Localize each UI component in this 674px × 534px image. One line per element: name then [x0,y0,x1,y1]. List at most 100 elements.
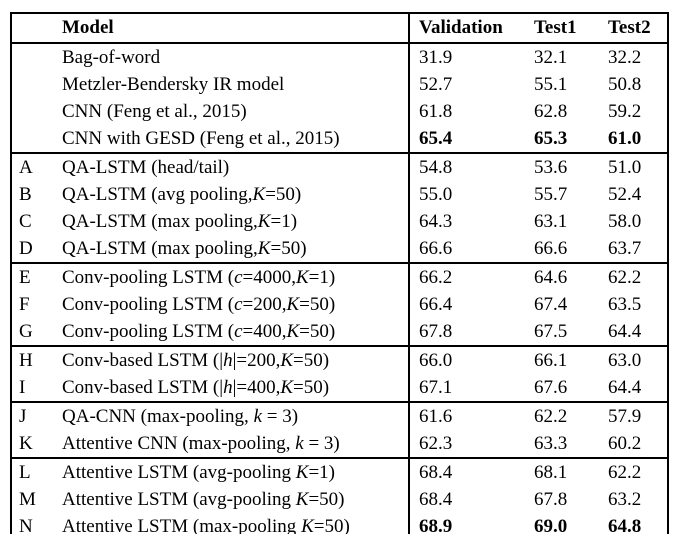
score-test1: 63.1 [534,210,568,232]
score-validation: 68.4 [408,457,526,486]
row-label: H [11,345,61,374]
table-row: Bag-of-word 31.9 32.1 32.2 [11,42,668,71]
table-row: B QA-LSTM (avg pooling,K=50) 55.0 55.7 52.4 [11,181,668,208]
row-label: K [19,432,33,454]
model-name: QA-CNN (max-pooling, k = 3) [61,401,409,430]
header-validation: Validation [408,13,526,44]
score-test1: 66.6 [534,237,568,259]
model-name: Attentive LSTM (avg-pooling K=50) [62,488,345,510]
score-validation: 31.9 [408,42,526,71]
row-label: I [19,376,26,398]
score-test2: 60.2 [608,432,642,454]
table-row: D QA-LSTM (max pooling,K=50) 66.6 66.6 63.7 [11,235,668,263]
score-test1: 62.2 [526,401,600,430]
row-label [11,71,61,98]
model-name: Bag-of-word [61,42,409,71]
header-test1: Test1 [526,13,600,44]
table-row: CNN with GESD (Feng et al., 2015) 65.4 65.… [11,125,668,153]
score-test1: 67.5 [534,320,568,342]
table-row: I Conv-based LSTM (|h|=400,K=50) 67.1 67.6 6… [11,374,668,402]
table-row: E Conv-pooling LSTM (c=4000,K=1) 66.2 64.6 6… [11,262,668,291]
row-label: A [11,152,61,181]
score-test1: 69.0 [534,515,568,534]
table-row: G Conv-pooling LSTM (c=400,K=50) 67.8 67.5 6… [11,318,668,346]
score-validation: 54.8 [408,152,526,181]
model-name: Conv-based LSTM (|h|=400,K=50) [62,376,330,398]
header-letter [11,13,61,44]
score-validation: 66.2 [408,262,526,291]
score-test2: 57.9 [600,401,668,430]
row-label: B [19,183,32,205]
header-row: Model Validation Test1 Test2 [11,13,668,44]
score-test1: 53.6 [526,152,600,181]
model-name: QA-LSTM (avg pooling,K=50) [62,183,302,205]
table-row: J QA-CNN (max-pooling, k = 3) 61.6 62.2 57.9 [11,401,668,430]
score-test1: 66.1 [526,345,600,374]
score-test2: 59.2 [608,100,642,122]
table-row: F Conv-pooling LSTM (c=200,K=50) 66.4 67.4 6… [11,291,668,318]
table-row: K Attentive CNN (max-pooling, k = 3) 62.3 6… [11,430,668,458]
score-validation: 55.0 [408,181,526,208]
row-label [11,98,61,125]
score-test1: 55.1 [534,73,568,95]
score-test1: 63.3 [534,432,568,454]
score-test1: 62.8 [534,100,568,122]
table-row: N Attentive LSTM (max-pooling K=50) 68.9 69… [11,513,668,534]
score-test2: 62.2 [600,457,668,486]
score-test2: 63.2 [608,488,642,510]
score-validation: 66.0 [408,345,526,374]
score-test2: 63.5 [608,293,642,315]
row-label: E [11,262,61,291]
model-name: Conv-pooling LSTM (c=400,K=50) [62,320,336,342]
score-validation: 64.3 [408,208,526,235]
score-test2: 32.2 [600,42,668,71]
table-group-3: H Conv-based LSTM (|h|=200,K=50) 66.0 66.1 6… [11,345,668,402]
header-test2: Test2 [600,13,668,44]
table-row: C QA-LSTM (max pooling,K=1) 64.3 63.1 58.0 [11,208,668,235]
score-validation: 68.4 [408,486,526,513]
score-test2: 50.8 [608,73,642,95]
score-validation: 67.1 [408,374,526,402]
score-test2: 64.4 [608,376,642,398]
row-label: F [19,293,30,315]
table-row: L Attentive LSTM (avg-pooling K=1) 68.4 68.… [11,457,668,486]
table-row: CNN (Feng et al., 2015) 61.8 62.8 59.2 [11,98,668,125]
score-test1: 64.6 [526,262,600,291]
table-row: M Attentive LSTM (avg-pooling K=50) 68.4 67… [11,486,668,513]
table-group-4: J QA-CNN (max-pooling, k = 3) 61.6 62.2 57.9… [11,401,668,458]
score-validation: 68.9 [408,513,526,534]
row-label: L [11,457,61,486]
table-row: A QA-LSTM (head/tail) 54.8 53.6 51.0 [11,152,668,181]
header-model: Model [61,13,409,44]
table-header: Model Validation Test1 Test2 [11,13,668,44]
row-label: M [19,488,36,510]
model-name: QA-LSTM (max pooling,K=50) [62,237,307,259]
model-name: QA-LSTM (head/tail) [61,152,409,181]
score-test1: 67.4 [534,293,568,315]
score-test2: 62.2 [600,262,668,291]
model-name: Conv-based LSTM (|h|=200,K=50) [61,345,409,374]
score-test1: 55.7 [534,183,568,205]
score-test1: 65.3 [534,127,568,149]
score-validation: 65.4 [408,125,526,153]
model-name: Attentive LSTM (avg-pooling K=1) [61,457,409,486]
row-label: D [19,237,33,259]
score-validation: 62.3 [408,430,526,458]
score-validation: 66.6 [408,235,526,263]
score-test1: 32.1 [526,42,600,71]
score-validation: 61.6 [408,401,526,430]
score-validation: 67.8 [408,318,526,346]
score-test1: 67.6 [534,376,568,398]
model-name: Conv-pooling LSTM (c=200,K=50) [62,293,336,315]
score-test2: 64.8 [608,515,642,534]
model-name: CNN (Feng et al., 2015) [62,100,247,122]
score-test2: 64.4 [608,320,642,342]
model-name: Attentive CNN (max-pooling, k = 3) [62,432,340,454]
score-test2: 61.0 [608,127,642,149]
table-group-0: Bag-of-word 31.9 32.1 32.2 Metzler-Bendersky… [11,42,668,153]
model-name: Conv-pooling LSTM (c=4000,K=1) [61,262,409,291]
score-validation: 61.8 [408,98,526,125]
table-row: Metzler-Bendersky IR model 52.7 55.1 50.8 [11,71,668,98]
model-name: QA-LSTM (max pooling,K=1) [62,210,298,232]
